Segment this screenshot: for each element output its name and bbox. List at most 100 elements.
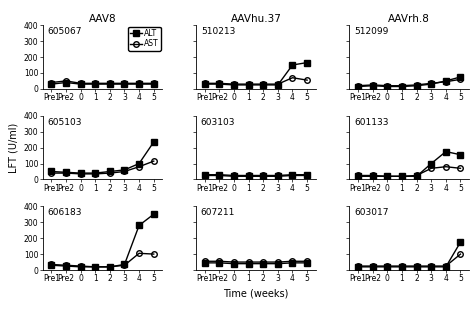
AST — [458, 78, 464, 81]
ALT — [246, 83, 252, 87]
Text: 512099: 512099 — [354, 27, 389, 36]
AST — [136, 252, 142, 255]
AST — [231, 260, 237, 264]
ALT — [78, 82, 83, 86]
AST — [414, 264, 419, 268]
ALT — [122, 263, 128, 266]
Line: AST: AST — [202, 258, 310, 265]
ALT — [370, 265, 376, 269]
ALT — [304, 261, 310, 265]
AST — [370, 264, 376, 268]
AST — [92, 81, 98, 85]
ALT — [231, 83, 237, 87]
AST — [78, 264, 83, 268]
Title: AAV8: AAV8 — [89, 14, 117, 24]
AST — [151, 159, 156, 163]
ALT — [384, 85, 390, 89]
Text: 601133: 601133 — [354, 118, 389, 127]
AST — [48, 263, 54, 266]
Line: AST: AST — [49, 158, 156, 177]
Line: ALT: ALT — [49, 211, 156, 270]
Line: AST: AST — [202, 75, 310, 87]
ALT — [384, 174, 390, 178]
ALT — [136, 162, 142, 165]
AST — [443, 80, 449, 84]
AST — [356, 84, 361, 88]
AST — [370, 174, 376, 177]
ALT — [202, 261, 208, 265]
ALT — [92, 82, 98, 86]
ALT — [78, 171, 83, 175]
ALT — [414, 84, 419, 88]
ALT — [458, 153, 464, 157]
ALT — [443, 79, 449, 83]
AST — [260, 174, 266, 177]
ALT — [356, 85, 361, 89]
X-axis label: Time (weeks): Time (weeks) — [223, 289, 289, 299]
AST — [275, 174, 281, 177]
Text: 605103: 605103 — [47, 118, 82, 127]
AST — [428, 166, 434, 170]
ALT — [290, 174, 295, 177]
ALT — [384, 265, 390, 269]
ALT — [217, 82, 222, 86]
ALT — [136, 82, 142, 86]
Title: AAVhu.37: AAVhu.37 — [230, 14, 282, 24]
AST — [414, 174, 419, 177]
AST — [107, 265, 113, 269]
AST — [304, 173, 310, 176]
AST — [275, 82, 281, 86]
AST — [290, 76, 295, 80]
ALT — [231, 174, 237, 178]
AST — [356, 174, 361, 177]
AST — [48, 171, 54, 175]
Line: ALT: ALT — [49, 80, 156, 87]
AST — [384, 264, 390, 268]
ALT — [428, 82, 434, 86]
ALT — [260, 174, 266, 178]
ALT — [151, 212, 156, 216]
Line: AST: AST — [356, 77, 463, 89]
Title: AAVrh.8: AAVrh.8 — [388, 14, 430, 24]
Line: ALT: ALT — [202, 173, 310, 179]
ALT — [48, 82, 54, 86]
AST — [136, 81, 142, 85]
AST — [370, 83, 376, 87]
Line: AST: AST — [356, 251, 463, 269]
AST — [458, 252, 464, 256]
AST — [107, 81, 113, 85]
ALT — [92, 171, 98, 175]
ALT — [217, 261, 222, 265]
ALT — [290, 261, 295, 265]
ALT — [458, 240, 464, 244]
Line: ALT: ALT — [202, 60, 310, 88]
AST — [260, 82, 266, 86]
AST — [92, 265, 98, 269]
ALT — [63, 264, 69, 268]
Legend: ALT, AST: ALT, AST — [128, 27, 161, 51]
ALT — [202, 174, 208, 177]
ALT — [151, 82, 156, 86]
ALT — [48, 170, 54, 173]
ALT — [48, 263, 54, 267]
ALT — [275, 83, 281, 87]
AST — [384, 174, 390, 178]
AST — [246, 82, 252, 86]
ALT — [443, 150, 449, 154]
AST — [231, 82, 237, 86]
AST — [202, 259, 208, 263]
ALT — [151, 140, 156, 144]
AST — [246, 174, 252, 177]
AST — [384, 84, 390, 88]
ALT — [275, 174, 281, 178]
Text: 605067: 605067 — [47, 27, 82, 36]
AST — [414, 83, 419, 87]
Line: AST: AST — [49, 78, 156, 86]
AST — [92, 172, 98, 176]
ALT — [414, 174, 419, 178]
Text: 603017: 603017 — [354, 208, 389, 217]
AST — [304, 78, 310, 82]
AST — [290, 173, 295, 176]
AST — [136, 165, 142, 169]
AST — [78, 172, 83, 176]
